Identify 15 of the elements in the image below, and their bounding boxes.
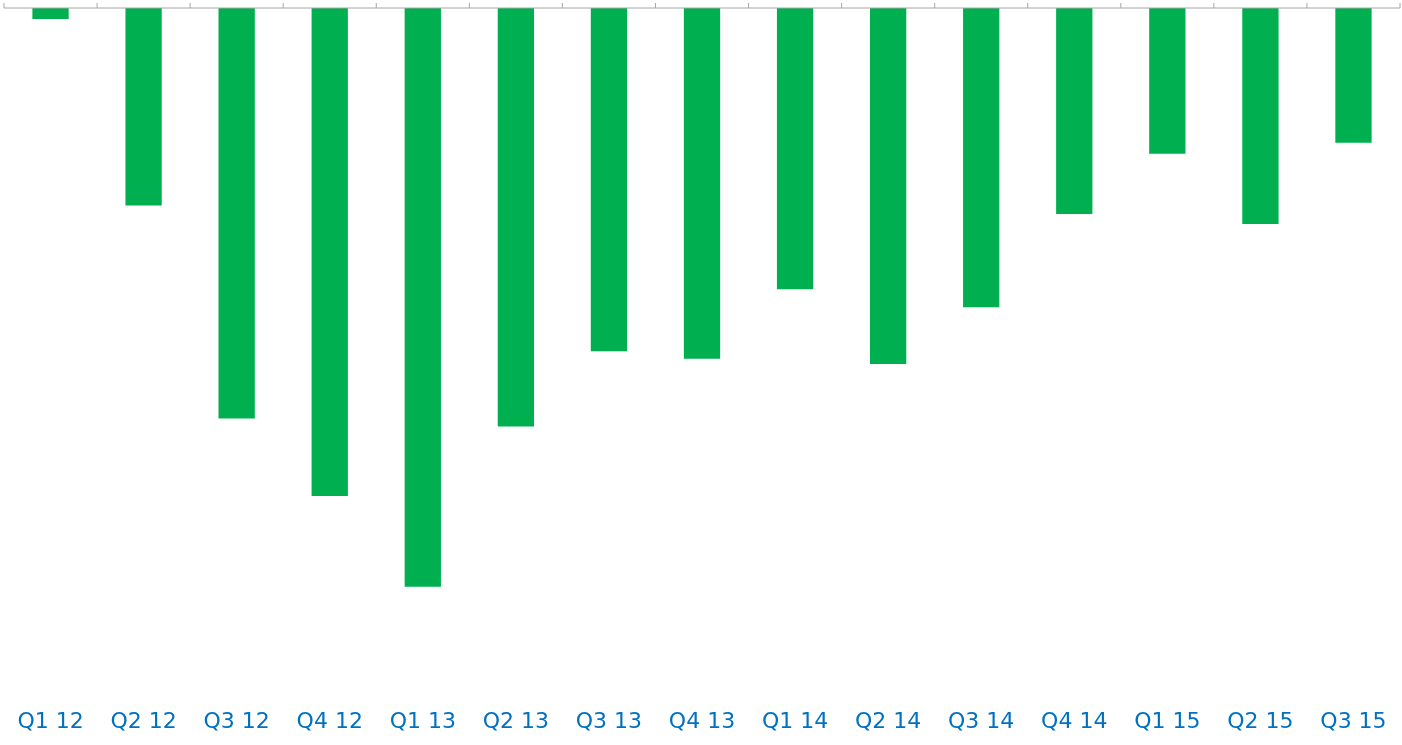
x-tick-label: Q2 15 <box>1227 707 1294 733</box>
x-tick-label: Q3 15 <box>1320 707 1387 733</box>
x-tick-label: Q2 14 <box>854 707 922 733</box>
x-tick-label: Q4 12 <box>296 707 363 733</box>
x-tick-label: Q2 13 <box>482 707 550 733</box>
x-tick-label: Q3 14 <box>948 707 1015 733</box>
x-tick-label: Q3 13 <box>575 707 643 733</box>
x-tick-label: Q2 12 <box>110 707 177 733</box>
x-tick-label: Q1 12 <box>17 707 84 733</box>
x-tick-label: Q1 14 <box>761 707 829 733</box>
x-tick-label: Q4 14 <box>1041 707 1108 733</box>
x-tick-label: Q3 12 <box>203 707 270 733</box>
x-tick-label: Q4 13 <box>668 707 736 733</box>
x-tick-label: Q1 15 <box>1134 707 1201 733</box>
x-tick-label: Q1 13 <box>389 707 456 733</box>
